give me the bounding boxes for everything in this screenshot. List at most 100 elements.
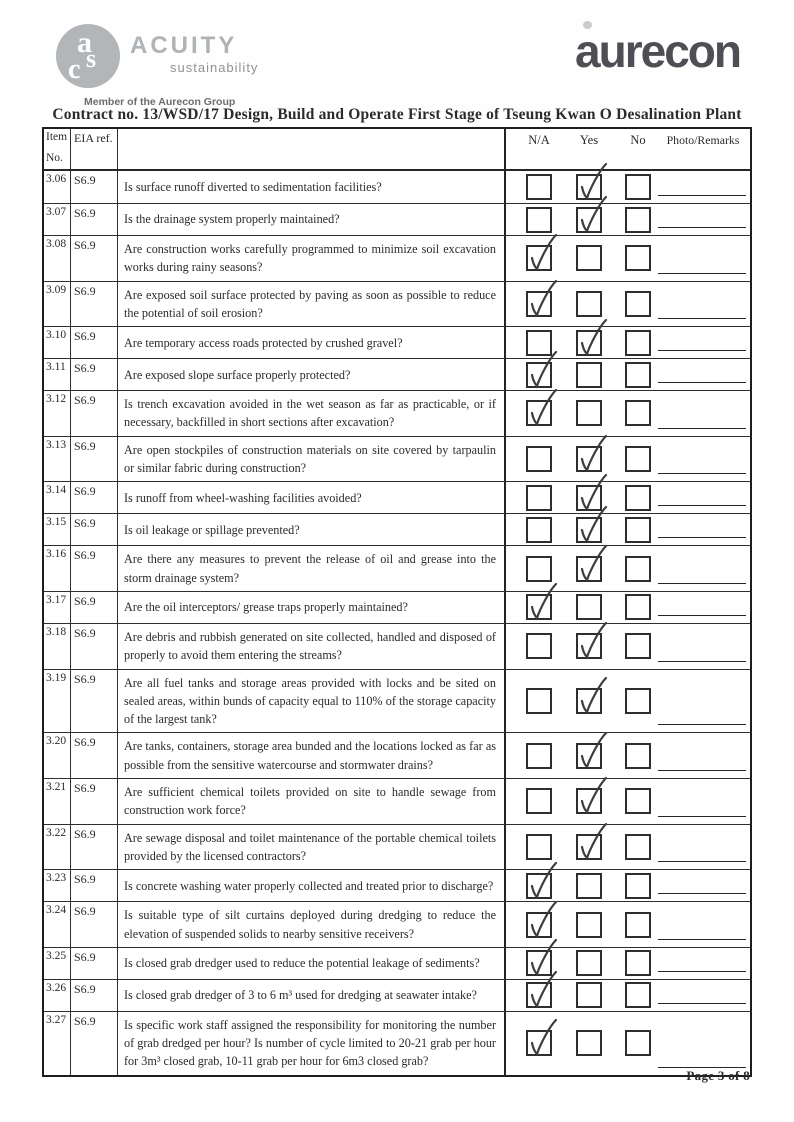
remarks-line[interactable]	[658, 1002, 746, 1004]
question-text: Is runoff from wheel-washing facilities …	[124, 490, 362, 505]
na-checkbox[interactable]	[526, 688, 552, 714]
yes-checkbox[interactable]	[576, 872, 602, 899]
remarks-line[interactable]	[658, 770, 746, 772]
no-checkbox[interactable]	[625, 742, 651, 769]
remarks-line[interactable]	[658, 614, 746, 616]
no-checkbox[interactable]	[625, 594, 651, 621]
no-checkbox[interactable]	[625, 361, 651, 388]
remarks-line[interactable]	[658, 350, 746, 352]
yes-checkbox[interactable]	[576, 195, 608, 233]
no-checkbox[interactable]	[625, 1030, 651, 1057]
remarks-line[interactable]	[658, 970, 746, 972]
question-cell: Is the drainage system properly maintain…	[118, 204, 506, 235]
yes-checkbox[interactable]	[576, 950, 602, 977]
remarks-line[interactable]	[658, 815, 746, 817]
no-checkbox[interactable]	[625, 446, 651, 473]
yes-checkbox[interactable]	[576, 822, 608, 860]
na-checkbox[interactable]	[526, 329, 552, 356]
no-checkbox[interactable]	[625, 950, 651, 977]
yes-checkbox[interactable]	[576, 400, 602, 427]
remarks-line[interactable]	[658, 893, 746, 895]
no-checkbox[interactable]	[625, 329, 651, 356]
no-checkbox[interactable]	[625, 788, 651, 815]
na-checkbox[interactable]	[526, 174, 552, 200]
remarks-line[interactable]	[658, 724, 746, 726]
yes-checkbox[interactable]	[576, 434, 608, 473]
remarks-line[interactable]	[658, 861, 746, 863]
no-checkbox[interactable]	[625, 982, 651, 1009]
yes-checkbox[interactable]	[576, 361, 602, 388]
yes-checkbox[interactable]	[576, 731, 608, 769]
acuity-member-line: Member of the Aurecon Group	[84, 96, 236, 108]
yes-checkbox[interactable]	[576, 245, 602, 272]
remarks-line[interactable]	[658, 227, 746, 228]
eia-ref-cell: S6.9	[71, 591, 118, 623]
remarks-line[interactable]	[658, 318, 746, 320]
item-no-cell: 3.27	[44, 1011, 71, 1075]
no-checkbox[interactable]	[625, 872, 651, 899]
yes-checkbox[interactable]	[576, 676, 608, 715]
yes-checkbox[interactable]	[576, 982, 602, 1009]
na-checkbox[interactable]	[526, 484, 552, 511]
yes-checkbox[interactable]	[576, 318, 608, 356]
no-checkbox[interactable]	[625, 833, 651, 860]
remarks-line[interactable]	[658, 473, 746, 475]
na-checkbox[interactable]	[526, 971, 558, 1009]
no-checkbox[interactable]	[625, 174, 651, 200]
yes-checkbox[interactable]	[576, 622, 608, 660]
na-checkbox[interactable]	[526, 206, 552, 233]
yes-checkbox[interactable]	[576, 473, 608, 511]
answer-cells	[506, 279, 750, 327]
na-checkbox[interactable]	[526, 742, 552, 769]
na-checkbox[interactable]	[526, 279, 558, 317]
yes-checkbox[interactable]	[576, 162, 608, 201]
yes-checkbox[interactable]	[576, 911, 602, 938]
na-checkbox[interactable]	[526, 516, 552, 543]
remarks-line[interactable]	[658, 505, 746, 507]
answer-cells	[506, 861, 750, 901]
remarks-line[interactable]	[658, 195, 746, 196]
remarks-line[interactable]	[658, 938, 746, 940]
na-checkbox[interactable]	[526, 833, 552, 860]
yes-checkbox[interactable]	[576, 290, 602, 317]
yes-checkbox[interactable]	[576, 544, 608, 582]
no-checkbox[interactable]	[625, 245, 651, 272]
answer-cells	[506, 195, 750, 235]
na-checkbox[interactable]	[526, 583, 558, 621]
answer-cells	[506, 731, 750, 778]
question-cell: Are exposed soil surface protected by pa…	[118, 281, 506, 327]
na-checkbox[interactable]	[526, 633, 552, 660]
remarks-line[interactable]	[658, 582, 746, 584]
no-checkbox[interactable]	[625, 633, 651, 660]
na-checkbox[interactable]	[526, 1019, 558, 1057]
no-checkbox[interactable]	[625, 290, 651, 317]
na-checkbox[interactable]	[526, 234, 558, 272]
yes-checkbox[interactable]	[576, 777, 608, 815]
no-checkbox[interactable]	[625, 484, 651, 511]
no-checkbox[interactable]	[625, 911, 651, 938]
yes-checkbox[interactable]	[576, 594, 602, 621]
remarks-line[interactable]	[658, 272, 746, 274]
na-checkbox[interactable]	[526, 788, 552, 815]
eia-ref-cell: S6.9	[71, 1011, 118, 1075]
yes-checkbox[interactable]	[576, 1030, 602, 1057]
remarks-line[interactable]	[658, 537, 746, 539]
no-checkbox[interactable]	[625, 555, 651, 582]
remarks-line[interactable]	[658, 1066, 746, 1068]
aurecon-logo: aurecon	[575, 21, 742, 74]
no-checkbox[interactable]	[625, 688, 651, 714]
remarks-line[interactable]	[658, 427, 746, 429]
na-checkbox[interactable]	[526, 389, 558, 427]
remarks-line[interactable]	[658, 382, 746, 384]
no-checkbox[interactable]	[625, 206, 651, 233]
no-checkbox[interactable]	[625, 400, 651, 427]
remarks-line[interactable]	[658, 660, 746, 662]
na-checkbox[interactable]	[526, 939, 558, 977]
na-checkbox[interactable]	[526, 446, 552, 473]
yes-checkbox[interactable]	[576, 505, 608, 543]
no-checkbox[interactable]	[625, 516, 651, 543]
na-checkbox[interactable]	[526, 861, 558, 899]
na-checkbox[interactable]	[526, 555, 552, 582]
na-checkbox[interactable]	[526, 900, 558, 938]
na-checkbox[interactable]	[526, 350, 558, 388]
